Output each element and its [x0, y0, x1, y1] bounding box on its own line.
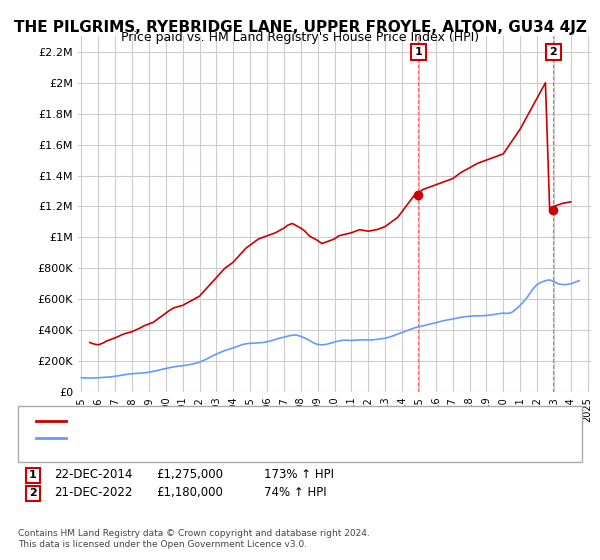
Text: 2: 2	[29, 488, 37, 498]
Text: 2: 2	[550, 47, 557, 57]
Text: 1: 1	[29, 470, 37, 480]
Text: 21-DEC-2022: 21-DEC-2022	[54, 486, 133, 500]
Text: HPI: Average price, detached house, East Hampshire: HPI: Average price, detached house, East…	[72, 433, 347, 443]
Text: 74% ↑ HPI: 74% ↑ HPI	[264, 486, 326, 500]
Text: THE PILGRIMS, RYEBRIDGE LANE, UPPER FROYLE, ALTON, GU34 4JZ: THE PILGRIMS, RYEBRIDGE LANE, UPPER FROY…	[14, 20, 586, 35]
Text: THE PILGRIMS, RYEBRIDGE LANE, UPPER FROYLE, ALTON, GU34 4JZ (detached house): THE PILGRIMS, RYEBRIDGE LANE, UPPER FROY…	[72, 416, 514, 426]
Text: 22-DEC-2014: 22-DEC-2014	[54, 468, 133, 482]
Text: Contains HM Land Registry data © Crown copyright and database right 2024.
This d: Contains HM Land Registry data © Crown c…	[18, 529, 370, 549]
Text: £1,275,000: £1,275,000	[156, 468, 223, 482]
Text: £1,180,000: £1,180,000	[156, 486, 223, 500]
Text: 1: 1	[415, 47, 422, 57]
Text: 173% ↑ HPI: 173% ↑ HPI	[264, 468, 334, 482]
Text: Price paid vs. HM Land Registry's House Price Index (HPI): Price paid vs. HM Land Registry's House …	[121, 31, 479, 44]
